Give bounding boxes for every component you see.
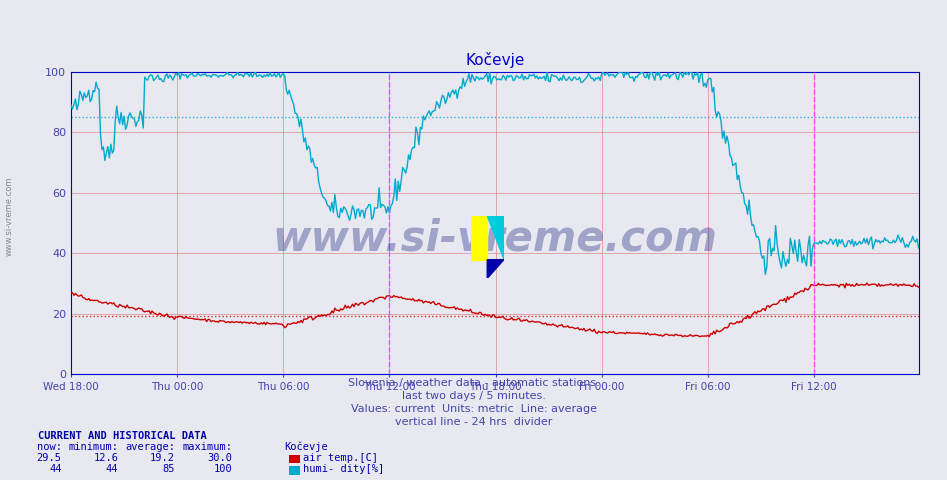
Text: humi- dity[%]: humi- dity[%] xyxy=(303,464,384,474)
Text: www.si-vreme.com: www.si-vreme.com xyxy=(273,217,717,259)
Polygon shape xyxy=(488,260,504,278)
Text: average:: average: xyxy=(125,442,175,452)
Text: vertical line - 24 hrs  divider: vertical line - 24 hrs divider xyxy=(395,417,552,427)
Text: last two days / 5 minutes.: last two days / 5 minutes. xyxy=(402,391,545,401)
Text: 100: 100 xyxy=(213,464,232,474)
Text: Values: current  Units: metric  Line: average: Values: current Units: metric Line: aver… xyxy=(350,404,597,414)
Text: Slovenia / weather data - automatic stations.: Slovenia / weather data - automatic stat… xyxy=(348,378,599,388)
Text: CURRENT AND HISTORICAL DATA: CURRENT AND HISTORICAL DATA xyxy=(38,431,206,441)
Text: 12.6: 12.6 xyxy=(94,453,118,463)
Text: now:: now: xyxy=(37,442,62,452)
Text: air temp.[C]: air temp.[C] xyxy=(303,453,378,463)
Title: Kočevje: Kočevje xyxy=(465,52,525,68)
Text: 29.5: 29.5 xyxy=(37,453,62,463)
Text: 19.2: 19.2 xyxy=(151,453,175,463)
Text: Kočevje: Kočevje xyxy=(284,442,328,452)
Bar xyxy=(471,216,488,260)
Text: 44: 44 xyxy=(49,464,62,474)
Text: www.si-vreme.com: www.si-vreme.com xyxy=(5,176,14,256)
Text: 30.0: 30.0 xyxy=(207,453,232,463)
Text: 85: 85 xyxy=(163,464,175,474)
Text: minimum:: minimum: xyxy=(68,442,118,452)
Polygon shape xyxy=(488,216,504,260)
Text: maximum:: maximum: xyxy=(182,442,232,452)
Text: 44: 44 xyxy=(106,464,118,474)
